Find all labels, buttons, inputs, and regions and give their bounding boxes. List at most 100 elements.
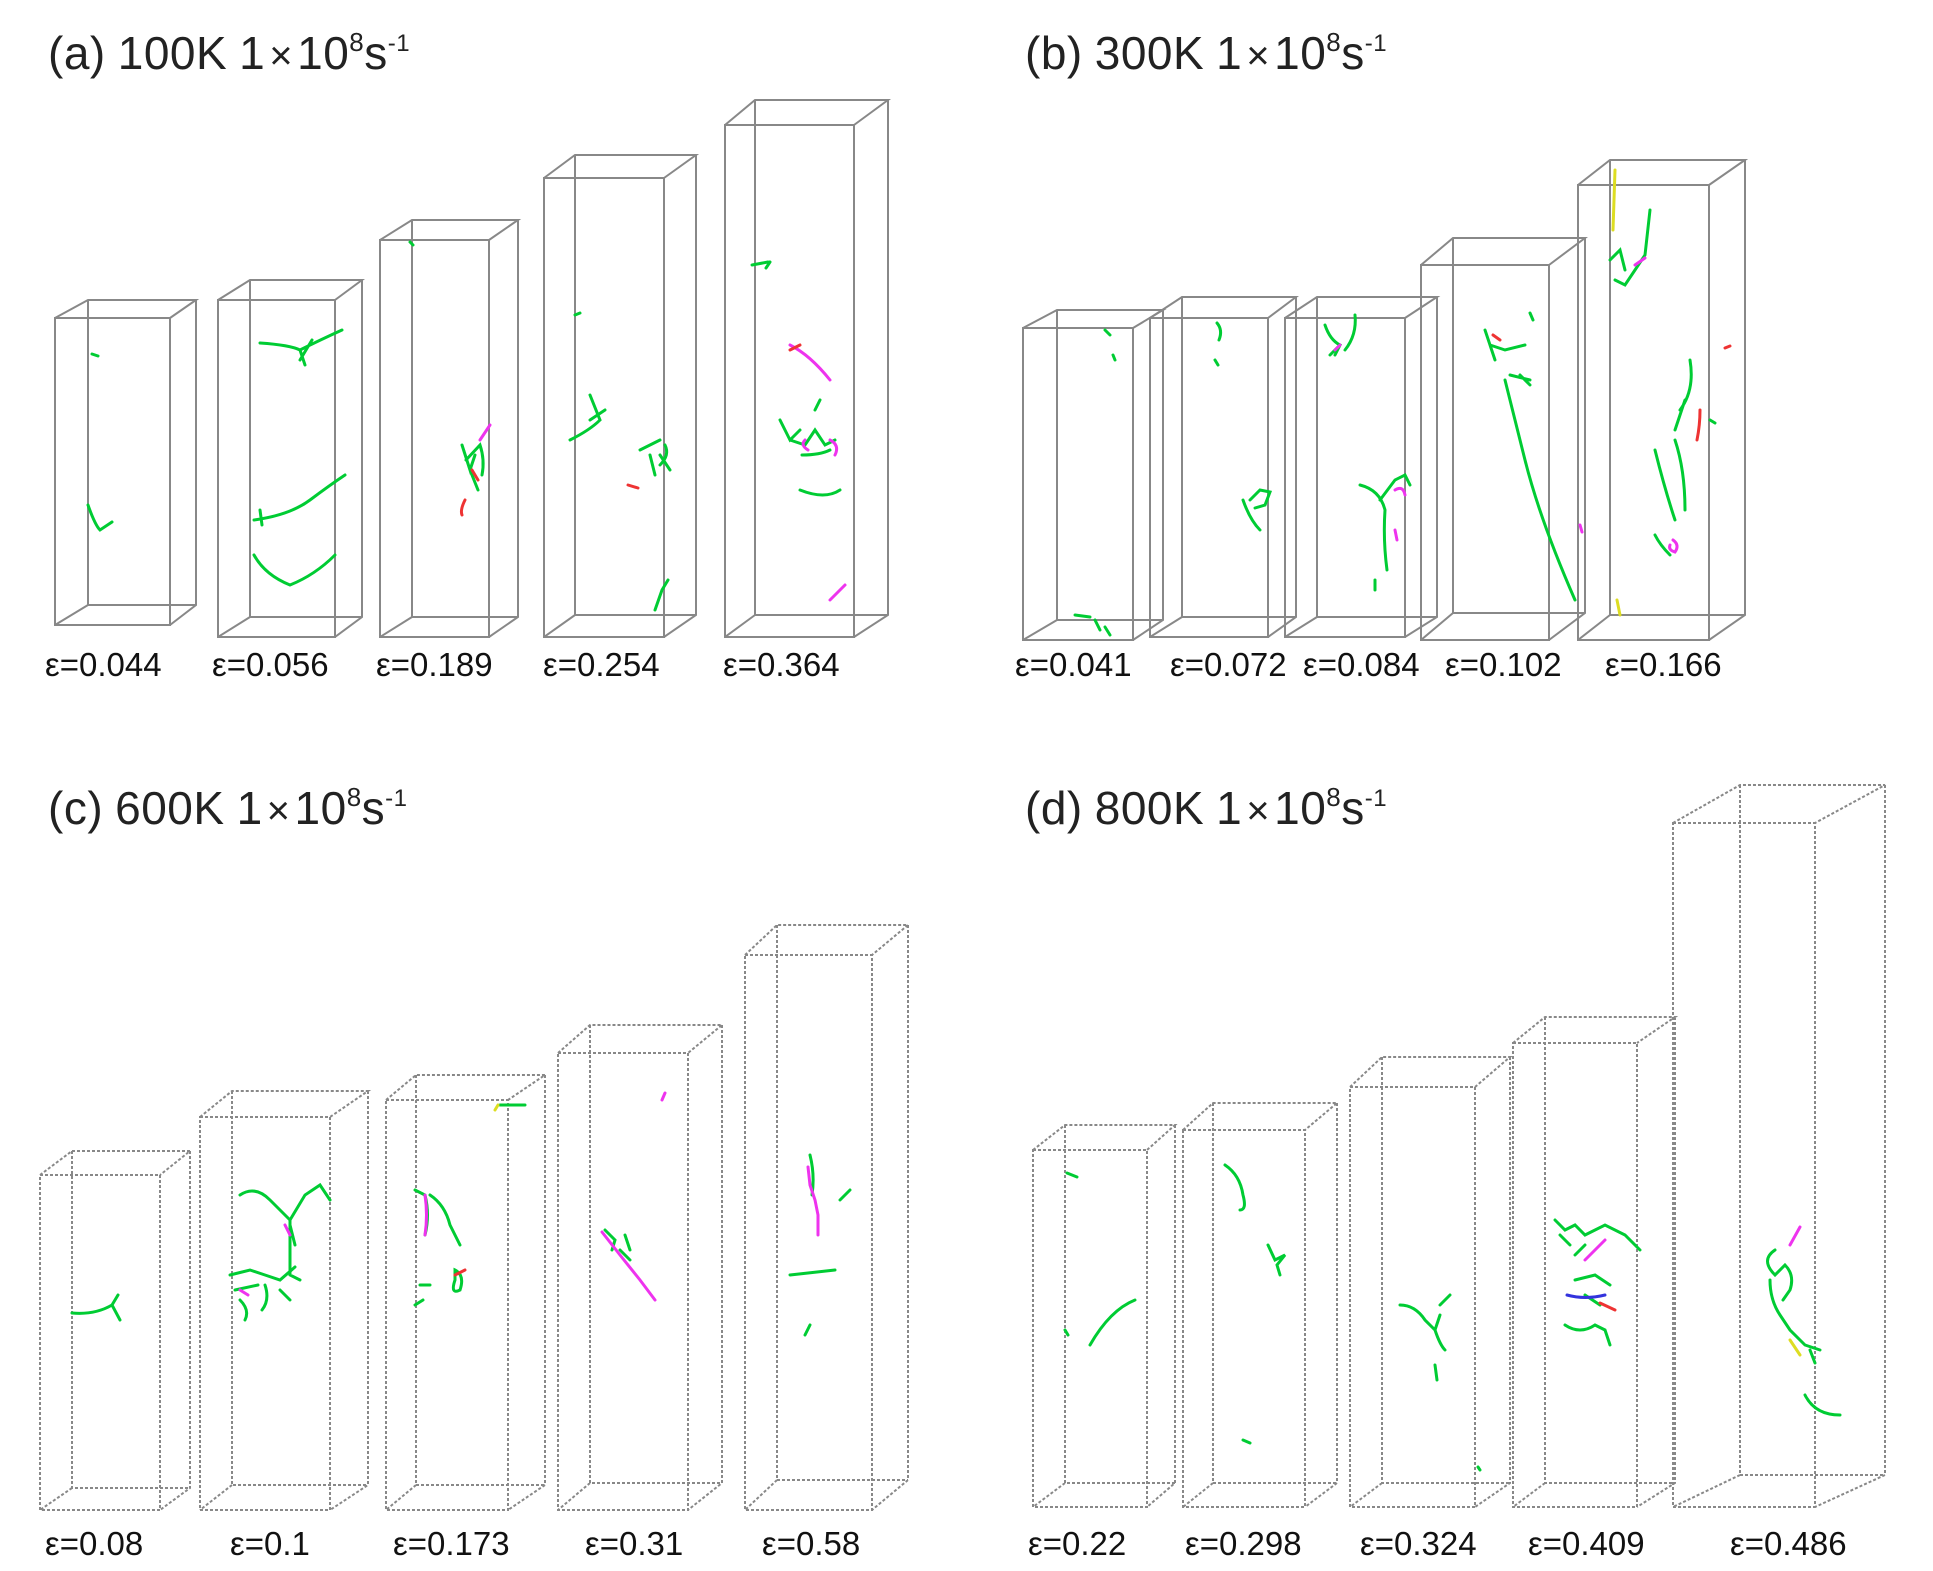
panel-b-label: (b) [1025, 27, 1083, 79]
simulation-cell-c5 [744, 924, 911, 1511]
partial-dislocation [788, 343, 832, 382]
partial-dislocation [1695, 344, 1732, 442]
panel-b-rate-unit: s [1341, 27, 1365, 79]
strain-label-c2: ε=0.1 [230, 1525, 310, 1562]
panel-b-temperature: 300K [1094, 27, 1205, 79]
dislocation-line [1608, 208, 1652, 287]
dislocation-line [778, 398, 837, 457]
dislocation-line [1653, 358, 1717, 522]
panel-d-rate-unit: s [1341, 782, 1365, 834]
partial-dislocation [478, 423, 492, 442]
partial-dislocation [801, 438, 839, 457]
simulation-cell-b2 [1149, 296, 1299, 638]
partial-dislocation [1668, 538, 1679, 554]
partial-dislocation [1611, 168, 1617, 232]
partial-dislocation [806, 1165, 820, 1237]
panel-a-cells [54, 99, 892, 638]
dislocation-line [252, 473, 347, 527]
dislocation-line [1213, 321, 1223, 367]
simulation-cell-a2 [217, 279, 366, 638]
panel-c-cells [39, 924, 911, 1511]
strain-label-d1: ε=0.22 [1028, 1525, 1127, 1562]
strain-label-c4: ε=0.31 [585, 1525, 684, 1562]
simulation-cell-c1 [39, 1150, 193, 1511]
partial-dislocation [1788, 1225, 1802, 1247]
simulation-cell-a4 [543, 154, 700, 638]
panel-b-rate-base: 10 [1274, 27, 1327, 79]
simulation-cell-d1 [1032, 1124, 1178, 1508]
panel-a-rate-exp: 8 [349, 26, 365, 57]
panel-c-temperature: 600K [115, 782, 225, 834]
simulation-cell-d3 [1349, 1056, 1513, 1508]
dislocation-line [1503, 373, 1577, 602]
simulation-cell-d2 [1182, 1102, 1340, 1508]
panel-d-temperature: 800K [1094, 782, 1205, 834]
partial-dislocation [626, 483, 640, 490]
strain-label-b5: ε=0.166 [1605, 646, 1722, 683]
strain-label-a5: ε=0.364 [723, 646, 840, 683]
panel-d-times: × [1246, 789, 1271, 833]
panel-b: (b) 300K 1 ×108s-1 [985, 0, 1933, 780]
simulation-cell-b3 [1284, 296, 1441, 638]
strain-label-d4: ε=0.409 [1528, 1525, 1645, 1562]
panel-d: (d) 800K 1 ×108s-1 [985, 755, 1933, 1562]
strain-label-a1: ε=0.044 [45, 646, 162, 683]
strain-label-b2: ε=0.072 [1170, 646, 1287, 683]
panel-d-rate-unit-exp: -1 [1364, 784, 1388, 812]
panel-d-rate-base: 10 [1274, 782, 1327, 834]
panel-d-rate-prefix: 1 [1216, 782, 1243, 834]
dislocation-line [1398, 1293, 1452, 1382]
dislocation-line [1063, 1171, 1137, 1347]
simulation-cell-c2 [199, 1090, 372, 1511]
panel-c-rate-unit-exp: -1 [385, 784, 408, 812]
panel-c-times: × [266, 789, 291, 833]
dislocation-line [788, 1153, 852, 1337]
partial-dislocation [1393, 486, 1407, 542]
dislocation-line [1073, 613, 1112, 637]
partial-dislocation [453, 1268, 467, 1277]
panel-b-title: (b) 300K 1 ×108s-1 [1025, 26, 1387, 80]
panel-a-title: (a) 100K 1 ×108s-1 [48, 26, 410, 80]
panel-c-title: (c) 600K 1 ×108s-1 [48, 781, 408, 835]
partial-dislocation [1491, 333, 1502, 342]
dislocation-line [1241, 1438, 1252, 1445]
dislocation-line [460, 442, 485, 492]
panel-c-rate-exp: 8 [346, 781, 362, 812]
panel-a-rate-unit-exp: -1 [387, 29, 411, 57]
partial-dislocation [660, 1091, 667, 1102]
strain-label-b4: ε=0.102 [1445, 646, 1562, 683]
strain-label-b1: ε=0.041 [1015, 646, 1132, 683]
panel-a-rate-unit: s [364, 27, 388, 79]
dislocation-line [1653, 533, 1672, 557]
strain-label-a4: ε=0.254 [543, 646, 660, 683]
dislocation-line [653, 578, 670, 612]
partial-dislocation [1633, 256, 1647, 267]
dislocation-line [603, 1228, 632, 1262]
panel-a-rate-prefix: 1 [239, 27, 266, 79]
partial-dislocation [1598, 1301, 1617, 1312]
dislocation-line [568, 393, 607, 442]
dislocation-line [258, 328, 344, 367]
dislocation-line [1323, 313, 1357, 357]
partial-dislocation [1788, 1338, 1802, 1357]
panel-c-rate-unit: s [361, 782, 386, 834]
strain-label-d3: ε=0.324 [1360, 1525, 1477, 1562]
panel-d-rate-exp: 8 [1326, 781, 1342, 812]
strain-label-a3: ε=0.189 [376, 646, 493, 683]
panel-b-times: × [1246, 34, 1271, 78]
dislocation-line [252, 553, 337, 587]
panel-a-label: (a) [48, 27, 106, 79]
dislocation-line [750, 260, 772, 270]
dislocation-line [1358, 472, 1412, 592]
panel-a: (a) 100K 1 ×108s-1 [0, 0, 960, 780]
strain-label-a2: ε=0.056 [212, 646, 329, 683]
simulation-cell-b4 [1420, 237, 1588, 641]
partial-dislocation [1615, 598, 1622, 617]
panel-d-title: (d) 800K 1 ×108s-1 [1025, 781, 1387, 835]
partial-dislocation [423, 1193, 428, 1237]
simulation-cell-c3 [385, 1074, 549, 1511]
strain-label-b3: ε=0.084 [1303, 646, 1420, 683]
partial-dislocation [1565, 1293, 1607, 1299]
simulation-cell-d4 [1512, 1016, 1679, 1508]
partial-dislocation [1583, 1238, 1607, 1262]
